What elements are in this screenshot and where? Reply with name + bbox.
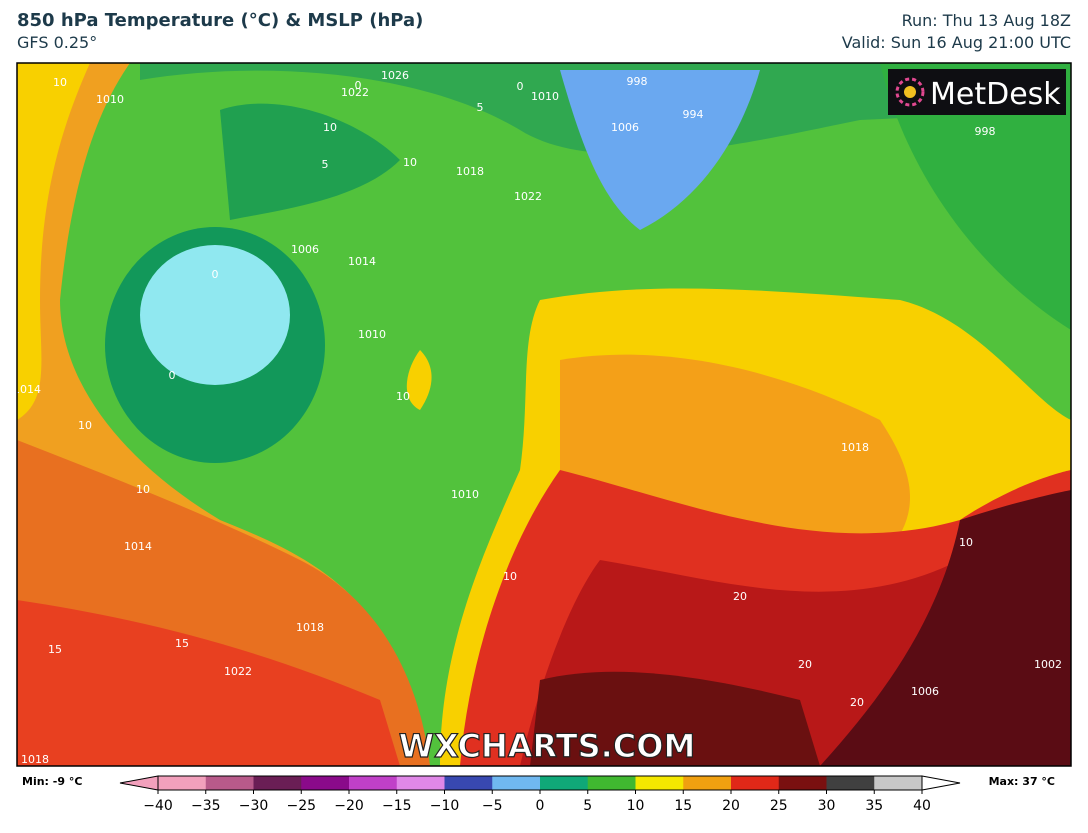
contour-label: 1014: [13, 383, 41, 396]
map: [17, 63, 1071, 766]
map-frame: [16, 62, 1072, 767]
max-label: Max: 37 °C: [989, 775, 1055, 788]
contour-label: 998: [627, 75, 648, 88]
colorbar-tick-label: 5: [583, 798, 592, 814]
contour-label: 1026: [381, 69, 409, 82]
contour-label: 1010: [96, 93, 124, 106]
contour-label: 15: [175, 637, 189, 650]
colorbar-tick-label: 0: [536, 798, 545, 814]
colorbar-tick-label: 10: [627, 798, 645, 814]
contour-label: 0: [517, 80, 524, 93]
run: Run: Thu 13 Aug 18Z: [902, 11, 1071, 30]
colorbar-tick-label: −20: [334, 798, 364, 814]
contour-label: 1010: [358, 328, 386, 341]
colorbar-tick-label: 40: [913, 798, 931, 814]
contour-label: 1018: [456, 165, 484, 178]
colorbar-cell: [349, 776, 398, 790]
contour-label: 1010: [531, 90, 559, 103]
colorbar-cell: [874, 776, 923, 790]
contour-label: 1018: [296, 621, 324, 634]
logo-icon: [895, 77, 925, 107]
contour-label: 5: [322, 158, 329, 171]
colorbar-cell: [253, 776, 302, 790]
colorbar-tick-label: −40: [143, 798, 173, 814]
colorbar-cell: [826, 776, 875, 790]
colorbar-tick-label: −15: [382, 798, 412, 814]
colorbar-tick-label: −35: [191, 798, 221, 814]
contour-label: 1018: [21, 753, 49, 766]
contour-label: 10: [396, 390, 410, 403]
contour-label: 1002: [1034, 658, 1062, 671]
logo-text: MetDesk: [930, 77, 1061, 112]
min-label: Min: -9 °C: [22, 775, 82, 788]
contour-label: 1006: [291, 243, 319, 256]
contour-label: 1022: [224, 665, 252, 678]
colorbar-tick-label: 35: [865, 798, 883, 814]
colorbar-tick-label: 30: [818, 798, 836, 814]
contour-label: 1022: [341, 86, 369, 99]
contour-label: 0: [169, 369, 176, 382]
contour-label: 10: [403, 156, 417, 169]
valid: Valid: Sun 16 Aug 21:00 UTC: [842, 33, 1071, 52]
contour-label: 0: [355, 79, 362, 92]
contour-label: 20: [733, 590, 747, 603]
colorbar-min-arrow: [119, 775, 159, 791]
colorbar-cell: [683, 776, 732, 790]
contour-label: 1006: [911, 685, 939, 698]
contour-label: 1014: [348, 255, 376, 268]
colorbar-tick-label: −25: [286, 798, 316, 814]
contour-label: 994: [683, 108, 704, 121]
contour-label: 20: [850, 696, 864, 709]
contour-label: 1018: [841, 441, 869, 454]
contour-label: 10: [959, 536, 973, 549]
contour-label: 1014: [124, 540, 152, 553]
colorbar-cell: [587, 776, 636, 790]
contour-label: 10: [53, 76, 67, 89]
colorbar-tick-label: 20: [722, 798, 740, 814]
colorbar-cell: [444, 776, 493, 790]
contour-label: 10: [136, 483, 150, 496]
colorbar: −40 −35 −30 −25 −20 −15 −10 −5 0 5 10 15 20 25 30 35 40: [119, 775, 961, 814]
colorbar-cell: [635, 776, 684, 790]
contour-label: 1022: [514, 190, 542, 203]
colorbar-tick-label: −30: [239, 798, 269, 814]
logo-box: [888, 69, 1066, 115]
colorbar-max-arrow: [921, 775, 961, 791]
colorbar-cell: [778, 776, 827, 790]
contour-label: 0: [212, 268, 219, 281]
contour-label: 10: [503, 570, 517, 583]
colorbar-tick-label: 25: [770, 798, 788, 814]
contour-label: 1010: [451, 488, 479, 501]
contour-label: 20: [798, 658, 812, 671]
contour-label: 998: [975, 125, 996, 138]
contour-label: 1006: [611, 121, 639, 134]
colorbar-tick-label: 15: [674, 798, 692, 814]
contour-label: 10: [323, 121, 337, 134]
colorbar-cell: [205, 776, 254, 790]
colorbar-cell: [301, 776, 350, 790]
model: GFS 0.25°: [17, 33, 97, 52]
colorbar-cell: [540, 776, 589, 790]
contour-label: 10: [78, 419, 92, 432]
watermark: WXCHARTS.COM: [399, 727, 696, 765]
colorbar-tick-label: −10: [430, 798, 460, 814]
contour-label: 5: [477, 101, 484, 114]
colorbar-cell: [492, 776, 541, 790]
colorbar-cell: [731, 776, 780, 790]
colorbar-cell: [158, 776, 207, 790]
colorbar-tick-label: −5: [482, 798, 503, 814]
colorbar-cell: [396, 776, 445, 790]
title: 850 hPa Temperature (°C) & MSLP (hPa): [17, 10, 423, 31]
contour-label: 15: [48, 643, 62, 656]
